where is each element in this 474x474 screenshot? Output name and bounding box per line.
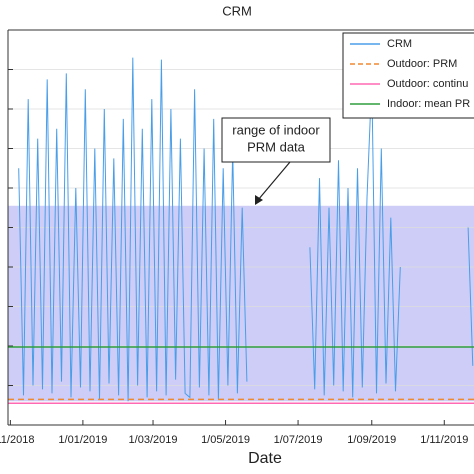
x-tick-label: 1/11/2019 — [420, 434, 468, 446]
x-tick-label: 1/09/2019 — [347, 434, 396, 446]
legend-label: Outdoor: PRM — [387, 58, 457, 70]
data-line — [18, 57, 474, 402]
x-axis-label: Date — [248, 450, 282, 467]
legend-label: Indoor: mean PR — [387, 98, 470, 110]
annotation-text: range of indoor — [232, 122, 320, 137]
annotation-text: PRM data — [247, 139, 306, 154]
chart-title: CRM — [222, 3, 252, 18]
annotation-box — [221, 117, 331, 163]
x-tick-label: 1/11/2018 — [0, 434, 34, 446]
x-tick-label: 1/07/2019 — [274, 434, 323, 446]
legend-label: Outdoor: continu — [387, 78, 468, 90]
x-tick-label: 1/05/2019 — [201, 434, 250, 446]
x-tick-label: 1/03/2019 — [129, 434, 178, 446]
legend-label: CRM — [387, 38, 412, 50]
annotation-arrow — [257, 161, 291, 201]
annotation-arrowhead — [255, 195, 263, 205]
x-tick-label: 1/01/2019 — [58, 434, 107, 446]
